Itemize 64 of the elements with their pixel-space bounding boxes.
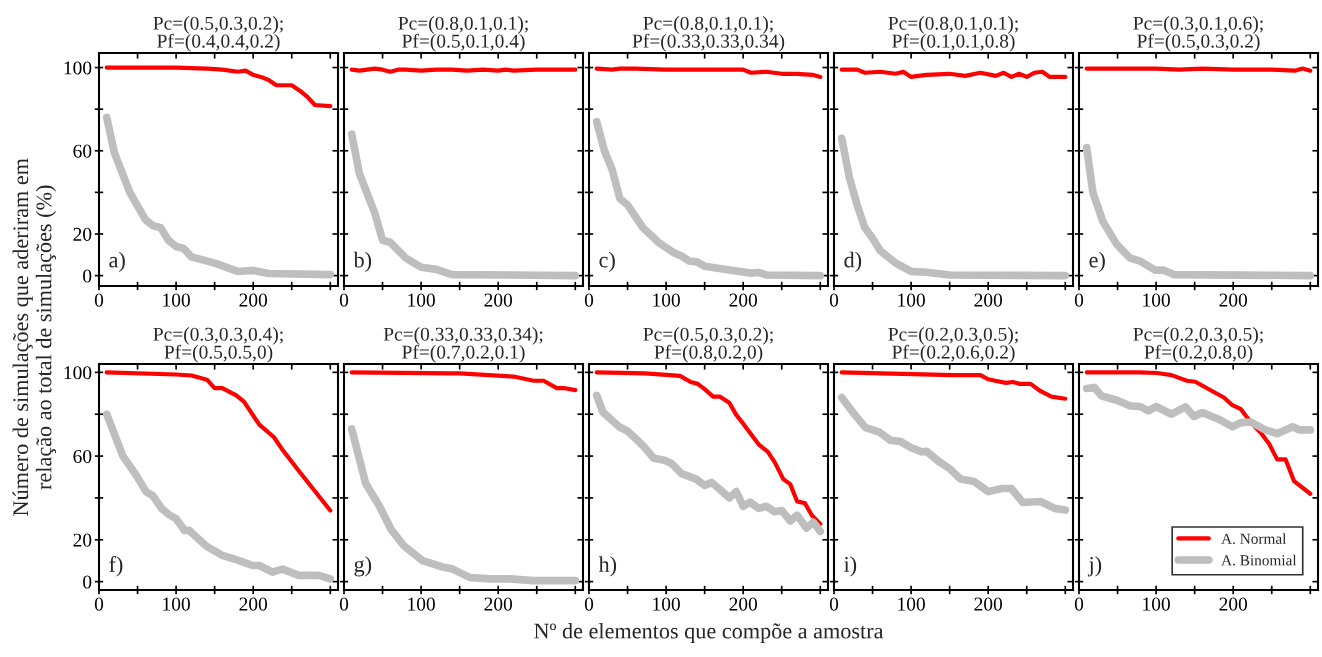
chart-title: Pc=(0.3,0.1,0.6); Pf=(0.5,0.3,0.2) — [1133, 16, 1263, 52]
x-tick-label: 0 — [829, 293, 839, 307]
chart-title: Pc=(0.2,0.3,0.5); Pf=(0.2,0.6,0.2) — [888, 327, 1018, 363]
x-tick-label: 100 — [898, 293, 925, 307]
x-tick-label: 100 — [1143, 597, 1170, 611]
x-tick-label: 100 — [898, 597, 925, 611]
line-series — [104, 370, 333, 513]
y-axis-title: Número de simulações que aderiram em relação ao total de simulações (%) — [12, 158, 56, 516]
x-tick-label: 200 — [484, 597, 513, 611]
x-tick-label: 0 — [94, 293, 104, 307]
x-tick-label: 200 — [729, 293, 758, 307]
x-tick-label: 0 — [339, 597, 349, 611]
x-tick-label: 0 — [339, 293, 349, 307]
y-tick-label: 0 — [83, 269, 92, 283]
line-series — [104, 65, 333, 109]
x-tick-label: 200 — [974, 293, 1003, 307]
x-tick-label: 100 — [653, 597, 680, 611]
x-tick-label: 100 — [653, 293, 680, 307]
y-tick-label: 60 — [73, 449, 92, 464]
annotation: d) — [844, 251, 862, 273]
x-tick-label: 200 — [239, 293, 268, 307]
chart-title: Pc=(0.8,0.1,0.1); Pf=(0.5,0.1,0.4) — [398, 16, 528, 52]
x-tick-label: 200 — [974, 597, 1003, 611]
x-tick-label: 0 — [1074, 293, 1084, 307]
y-tick-label: 20 — [73, 227, 92, 241]
x-tick-label: 200 — [729, 597, 758, 611]
annotation: g) — [354, 556, 372, 577]
legend-label: A. Binomial — [1221, 554, 1297, 566]
annotation: j) — [1087, 556, 1102, 577]
x-tick-label: 0 — [829, 597, 839, 611]
annotation: h) — [598, 556, 617, 577]
x-tick-label: 0 — [584, 597, 594, 611]
annotation: i) — [844, 556, 857, 577]
x-tick-label: 200 — [239, 597, 268, 611]
y-tick-label: 100 — [64, 366, 92, 380]
annotation: b) — [353, 251, 372, 273]
y-tick-label: 20 — [73, 533, 92, 547]
x-tick-label: 200 — [1219, 293, 1248, 307]
annotation: c) — [599, 251, 615, 273]
chart-title: Pc=(0.8,0.1,0.1); Pf=(0.33,0.33,0.34) — [632, 16, 785, 52]
chart-title: Pc=(0.2,0.3,0.5); Pf=(0.2,0.8,0) — [1133, 327, 1263, 363]
x-tick-label: 100 — [1143, 293, 1170, 307]
x-tick-label: 200 — [484, 293, 513, 307]
annotation: f) — [109, 556, 123, 577]
x-tick-label: 100 — [163, 293, 190, 307]
x-tick-label: 100 — [408, 597, 435, 611]
x-axis-title: Nº de elementos que compõe a amostra — [534, 622, 884, 644]
y-tick-label: 60 — [73, 144, 92, 158]
x-tick-label: 100 — [408, 293, 435, 307]
x-tick-label: 200 — [1219, 597, 1248, 611]
chart-title: Pc=(0.3,0.3,0.4); Pf=(0.5,0.5,0) — [153, 327, 283, 363]
chart-title: Pc=(0.33,0.33,0.34); Pf=(0.7,0.2,0.1) — [383, 327, 543, 363]
x-tick-label: 0 — [94, 597, 104, 611]
legend-label: A. Normal — [1221, 533, 1287, 544]
x-tick-label: 100 — [163, 597, 190, 611]
x-tick-label: 0 — [1074, 597, 1084, 611]
y-tick-label: 100 — [64, 61, 92, 75]
chart-title: Pc=(0.5,0.3,0.2); Pf=(0.8,0.2,0) — [643, 327, 773, 363]
annotation: a) — [109, 251, 125, 273]
chart-title: Pc=(0.5,0.3,0.2); Pf=(0.4,0.4,0.2) — [153, 16, 283, 52]
annotation: e) — [1089, 251, 1105, 273]
x-tick-label: 0 — [584, 293, 594, 307]
chart-title: Pc=(0.8,0.1,0.1); Pf=(0.1,0.1,0.8) — [888, 16, 1018, 52]
y-tick-label: 0 — [83, 575, 92, 589]
